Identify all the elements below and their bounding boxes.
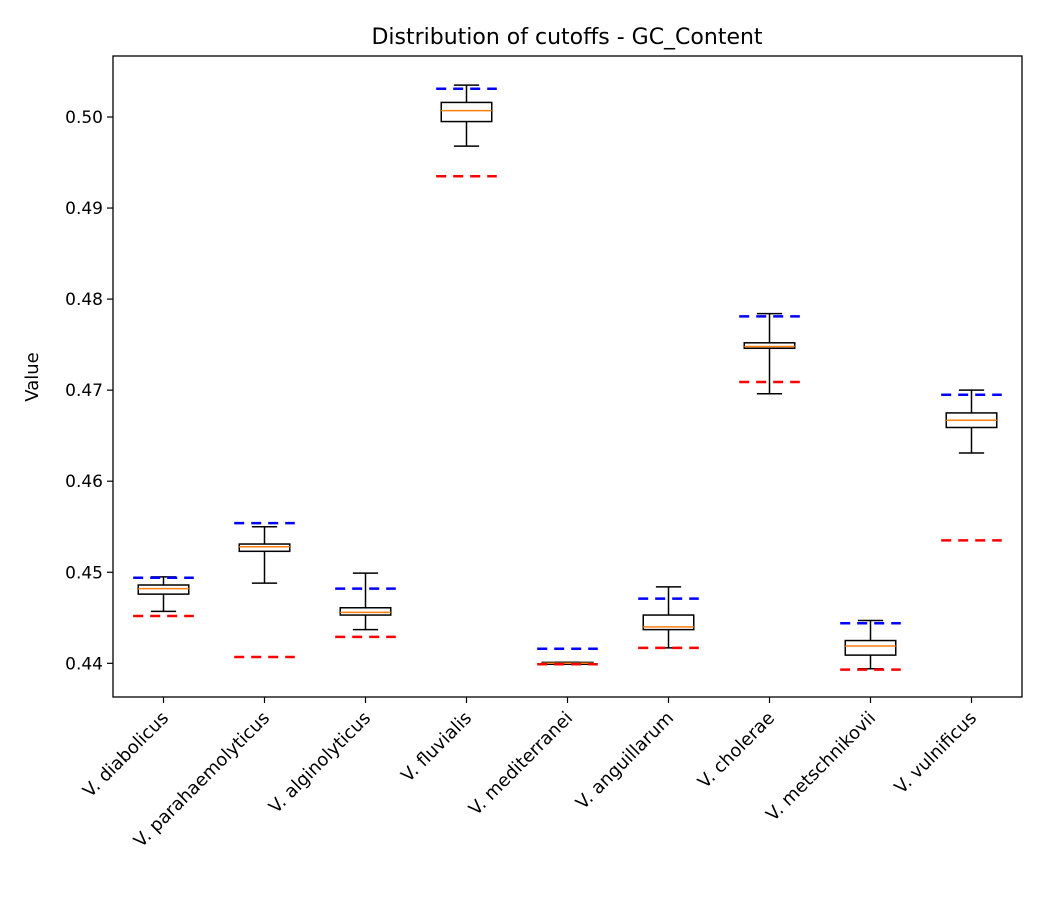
- y-tick-label: 0.44: [65, 654, 103, 674]
- box: [137, 584, 190, 595]
- box: [642, 614, 695, 631]
- chart-title: Distribution of cutoffs - GC_Content: [371, 25, 762, 50]
- plot-frame: [112, 55, 1023, 698]
- box: [844, 639, 897, 656]
- x-tick-label: V. metschnikovii: [762, 708, 880, 826]
- y-axis-label: Value: [22, 352, 43, 401]
- box: [339, 607, 392, 616]
- y-tick-label: 0.47: [65, 381, 103, 401]
- y-tick-label: 0.49: [65, 199, 103, 219]
- box: [743, 342, 796, 350]
- box: [440, 101, 493, 123]
- x-tick-label: V. diabolicus: [79, 708, 173, 802]
- x-tick-label: V. fluvialis: [397, 708, 476, 787]
- x-tick-label: V. alginolyticus: [265, 708, 375, 818]
- y-tick-label: 0.45: [65, 563, 103, 583]
- y-tick-label: 0.46: [65, 472, 103, 492]
- x-tick-label: V. cholerae: [694, 708, 779, 793]
- y-tick-label: 0.48: [65, 290, 103, 310]
- y-tick-label: 0.50: [65, 108, 103, 128]
- x-tick-label: V. anguillarum: [572, 708, 678, 814]
- box: [238, 543, 291, 553]
- x-tick-label: V. mediterranei: [465, 708, 577, 820]
- x-tick-label: V. vulnificus: [891, 708, 981, 798]
